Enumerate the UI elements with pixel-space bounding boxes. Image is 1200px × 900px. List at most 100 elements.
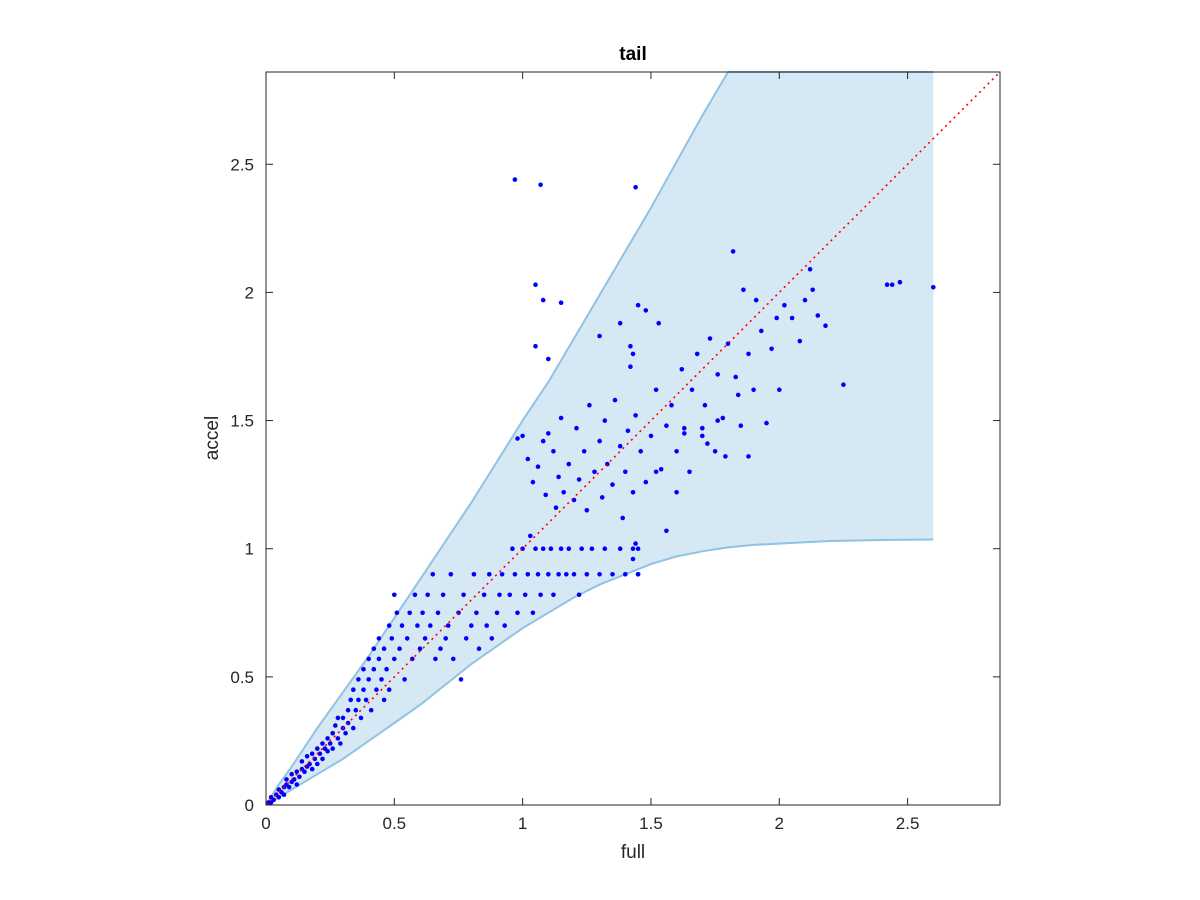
data-point — [694, 351, 700, 357]
data-point — [302, 769, 307, 774]
data-point — [597, 572, 602, 577]
data-point — [540, 438, 546, 444]
data-point — [448, 572, 454, 577]
data-point — [528, 533, 533, 539]
band-fill — [266, 72, 934, 805]
data-point — [635, 572, 641, 577]
x-tick-label: 2.5 — [896, 814, 920, 833]
data-points — [266, 177, 936, 805]
y-tick-label: 1.5 — [230, 412, 254, 431]
data-point — [286, 784, 292, 790]
data-point — [759, 328, 764, 334]
data-point — [751, 387, 756, 393]
data-point — [564, 572, 569, 577]
data-point — [307, 761, 312, 767]
data-point — [617, 443, 623, 449]
data-point — [735, 392, 741, 398]
data-point — [481, 592, 487, 598]
data-point — [558, 300, 564, 306]
y-tick-label: 2 — [245, 283, 254, 302]
data-point — [679, 367, 685, 372]
data-point — [599, 495, 605, 500]
data-point — [574, 425, 579, 431]
data-point — [630, 556, 636, 562]
axes-box — [265, 71, 1001, 806]
data-point — [399, 623, 405, 628]
reference-line — [265, 71, 1001, 806]
data-point — [443, 636, 449, 641]
data-point — [361, 666, 366, 672]
x-tick-label: 0 — [261, 814, 270, 833]
data-point — [633, 541, 638, 546]
data-point — [558, 415, 564, 421]
data-point — [689, 387, 695, 393]
data-point — [530, 610, 536, 616]
data-point — [807, 267, 813, 272]
data-point — [386, 687, 392, 692]
y-tick-label: 1 — [245, 540, 254, 559]
data-point — [325, 736, 330, 741]
data-point — [635, 302, 641, 308]
data-point — [309, 751, 315, 756]
data-point — [507, 592, 513, 598]
data-point — [746, 454, 751, 459]
data-point — [276, 795, 282, 800]
data-point — [487, 572, 492, 577]
data-point — [700, 425, 705, 431]
data-point — [658, 467, 664, 472]
data-point — [533, 546, 538, 551]
data-point — [315, 746, 320, 751]
data-point — [289, 771, 295, 777]
data-point — [623, 469, 628, 475]
data-point — [551, 592, 556, 598]
data-point — [469, 623, 474, 628]
data-point — [440, 592, 446, 598]
data-point — [602, 418, 608, 423]
x-tick-label: 1.5 — [639, 814, 663, 833]
data-point — [602, 546, 608, 551]
data-point — [746, 351, 751, 357]
data-point — [374, 687, 379, 692]
data-point — [576, 477, 582, 482]
data-point — [700, 433, 705, 439]
data-point — [494, 610, 500, 616]
y-tick-label: 2.5 — [230, 155, 254, 174]
data-point — [458, 677, 464, 682]
data-point — [617, 320, 623, 326]
data-point — [512, 572, 518, 577]
data-point — [630, 351, 636, 357]
data-point — [338, 741, 343, 746]
data-point — [484, 623, 490, 628]
data-point — [281, 792, 287, 797]
data-point — [597, 333, 602, 339]
data-point — [889, 282, 895, 288]
data-point — [366, 656, 372, 662]
data-point — [733, 374, 738, 380]
data-point — [664, 528, 669, 534]
data-point — [430, 572, 436, 577]
data-point — [345, 707, 351, 713]
data-point — [371, 666, 377, 672]
data-point — [630, 490, 636, 495]
data-point — [291, 777, 297, 782]
x-axis-label: full — [621, 842, 645, 863]
data-point — [361, 687, 366, 692]
data-point — [535, 464, 541, 470]
data-point — [653, 469, 659, 475]
data-point — [592, 469, 597, 475]
data-point — [325, 748, 330, 754]
data-point — [320, 741, 325, 746]
data-point — [489, 636, 495, 641]
data-point — [548, 546, 554, 551]
data-point — [353, 707, 359, 713]
data-point — [366, 677, 372, 682]
data-point — [810, 287, 815, 293]
data-point — [589, 546, 595, 551]
data-point — [389, 636, 395, 641]
data-point — [546, 572, 551, 577]
data-point — [738, 423, 744, 429]
y-tick-label: 0 — [245, 796, 254, 815]
data-point — [625, 428, 631, 434]
data-point — [730, 249, 736, 254]
